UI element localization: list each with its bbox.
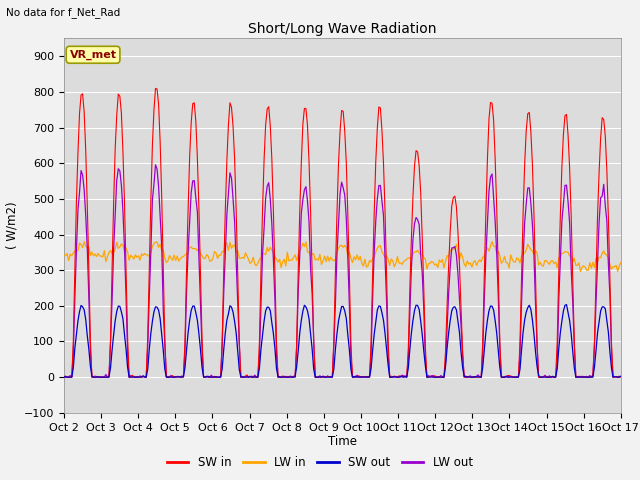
Text: No data for f_Net_Rad: No data for f_Net_Rad — [6, 7, 121, 18]
X-axis label: Time: Time — [328, 435, 357, 448]
Text: VR_met: VR_met — [70, 49, 116, 60]
Y-axis label: ( W/m2): ( W/m2) — [5, 202, 19, 250]
Legend: SW in, LW in, SW out, LW out: SW in, LW in, SW out, LW out — [163, 452, 477, 474]
Title: Short/Long Wave Radiation: Short/Long Wave Radiation — [248, 22, 436, 36]
